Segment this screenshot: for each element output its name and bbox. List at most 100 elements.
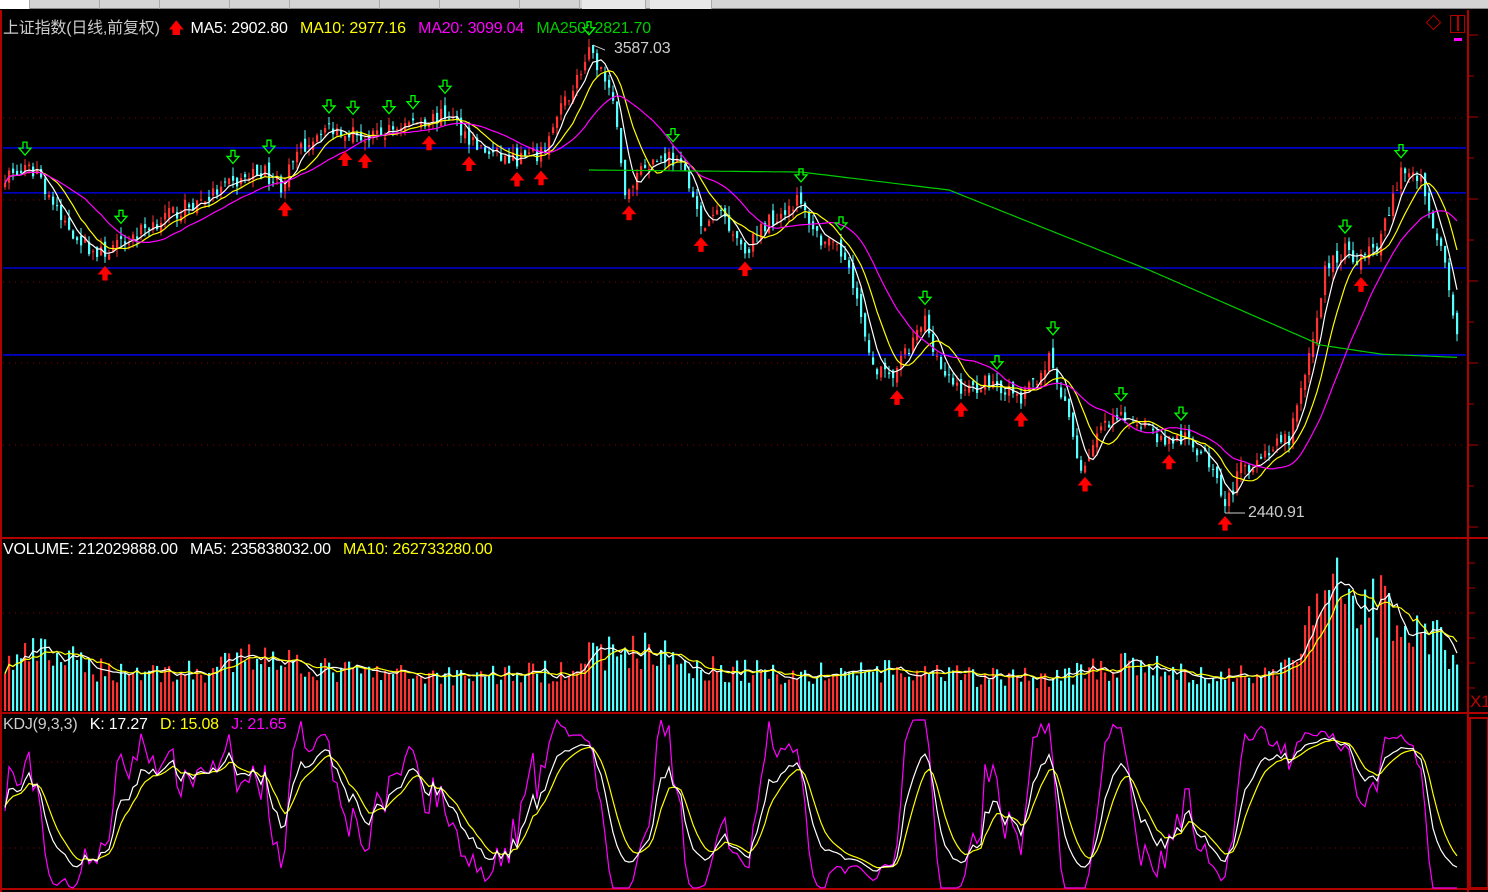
volume-bar xyxy=(88,659,91,711)
volume-bar xyxy=(964,674,967,711)
candle-body xyxy=(1408,173,1411,178)
candle-body xyxy=(132,234,135,242)
candle-body xyxy=(1048,352,1051,372)
toolbar-tab[interactable] xyxy=(230,0,290,9)
volume-bar xyxy=(312,676,315,711)
toolbar-tab[interactable] xyxy=(30,0,100,9)
volume-bar xyxy=(828,678,831,711)
candle-body xyxy=(348,133,351,138)
candle-body xyxy=(168,208,171,218)
volume-bar xyxy=(1000,679,1003,711)
volume-bar xyxy=(796,678,799,711)
volume-bar xyxy=(792,670,795,711)
candle-body xyxy=(1308,353,1311,375)
candle-body xyxy=(152,222,155,231)
volume-bar xyxy=(136,667,139,711)
candle-body xyxy=(304,138,307,152)
volume-bar xyxy=(1444,650,1447,711)
candle-body xyxy=(1144,420,1147,427)
candle-body xyxy=(792,209,795,211)
sell-signal-arrow xyxy=(917,290,933,306)
window-toggle-icon[interactable] xyxy=(1450,15,1465,33)
volume-bar xyxy=(1048,686,1051,711)
candle-body xyxy=(1092,445,1095,457)
sell-signal-arrow xyxy=(581,21,597,36)
volume-bar xyxy=(492,665,495,711)
candle-body xyxy=(1360,254,1363,270)
volume-bar xyxy=(832,675,835,711)
toolbar-tab[interactable] xyxy=(160,0,230,9)
candle-body xyxy=(1208,453,1211,468)
volume-bar xyxy=(496,684,499,711)
volume-bar xyxy=(756,660,759,711)
volume-bar xyxy=(356,665,359,711)
volume-bar xyxy=(1164,671,1167,711)
volume-bar xyxy=(340,667,343,711)
candle-body xyxy=(1180,430,1183,445)
buy-signal-arrow xyxy=(1217,515,1233,531)
toolbar xyxy=(0,0,1488,9)
volume-bar xyxy=(752,675,755,711)
buy-signal-arrow xyxy=(277,201,293,217)
candle-body xyxy=(608,79,611,88)
candle-body xyxy=(328,123,331,125)
candle-body xyxy=(1224,499,1227,507)
toolbar-tab[interactable] xyxy=(290,0,380,9)
sell-signal-arrow xyxy=(1173,406,1189,422)
candle-body xyxy=(980,389,983,393)
volume-bar xyxy=(1276,675,1279,711)
candle-body xyxy=(1376,246,1379,252)
candle-body xyxy=(1368,246,1371,259)
toolbar-tab[interactable] xyxy=(0,0,30,9)
candle-body xyxy=(164,212,167,220)
volume-bar xyxy=(308,671,311,711)
volume-bar xyxy=(352,668,355,711)
buy-signal-arrow xyxy=(737,261,753,277)
candle-body xyxy=(912,337,915,353)
volume-bar xyxy=(1016,676,1019,711)
toolbar-tab[interactable] xyxy=(440,0,520,9)
volume-bar xyxy=(144,671,147,711)
toolbar-tab[interactable] xyxy=(520,0,580,9)
buy-signal-arrow xyxy=(621,205,637,221)
candle-body xyxy=(372,130,375,139)
volume-bar xyxy=(1240,665,1243,711)
candle-body xyxy=(428,123,431,128)
candle-body xyxy=(4,183,7,188)
volume-bar xyxy=(1192,679,1195,711)
candle-body xyxy=(420,122,423,128)
candle-body xyxy=(524,150,527,156)
volume-bar xyxy=(1256,674,1259,711)
toolbar-tab[interactable] xyxy=(100,0,160,9)
candle-body xyxy=(108,254,111,260)
volume-bar xyxy=(1092,658,1095,711)
candle-body xyxy=(588,47,591,60)
volume-bar xyxy=(156,665,159,711)
volume-bar xyxy=(660,649,663,711)
candle-body xyxy=(228,178,231,185)
candle-body xyxy=(472,137,475,141)
toolbar-tab[interactable] xyxy=(650,0,712,9)
candle-body xyxy=(780,213,783,219)
candle-body xyxy=(564,96,567,106)
candle-body xyxy=(1168,436,1171,445)
volume-bar xyxy=(276,669,279,711)
candle-body xyxy=(1412,172,1415,175)
volume-bar xyxy=(976,686,979,711)
candle-body xyxy=(456,116,459,120)
volume-bar xyxy=(944,681,947,711)
candle-body xyxy=(1108,424,1111,428)
candle-body xyxy=(552,127,555,133)
volume-bar xyxy=(676,664,679,711)
candle-body xyxy=(1096,433,1099,448)
candle-body xyxy=(532,148,535,152)
toolbar-tab[interactable] xyxy=(380,0,440,9)
toolbar-tab[interactable] xyxy=(582,0,646,9)
volume-bar xyxy=(72,646,75,711)
volume-bar xyxy=(1268,671,1271,711)
volume-bar xyxy=(1364,589,1367,711)
volume-bar xyxy=(64,665,67,711)
candle-body xyxy=(940,357,943,369)
volume-bar xyxy=(960,680,963,711)
